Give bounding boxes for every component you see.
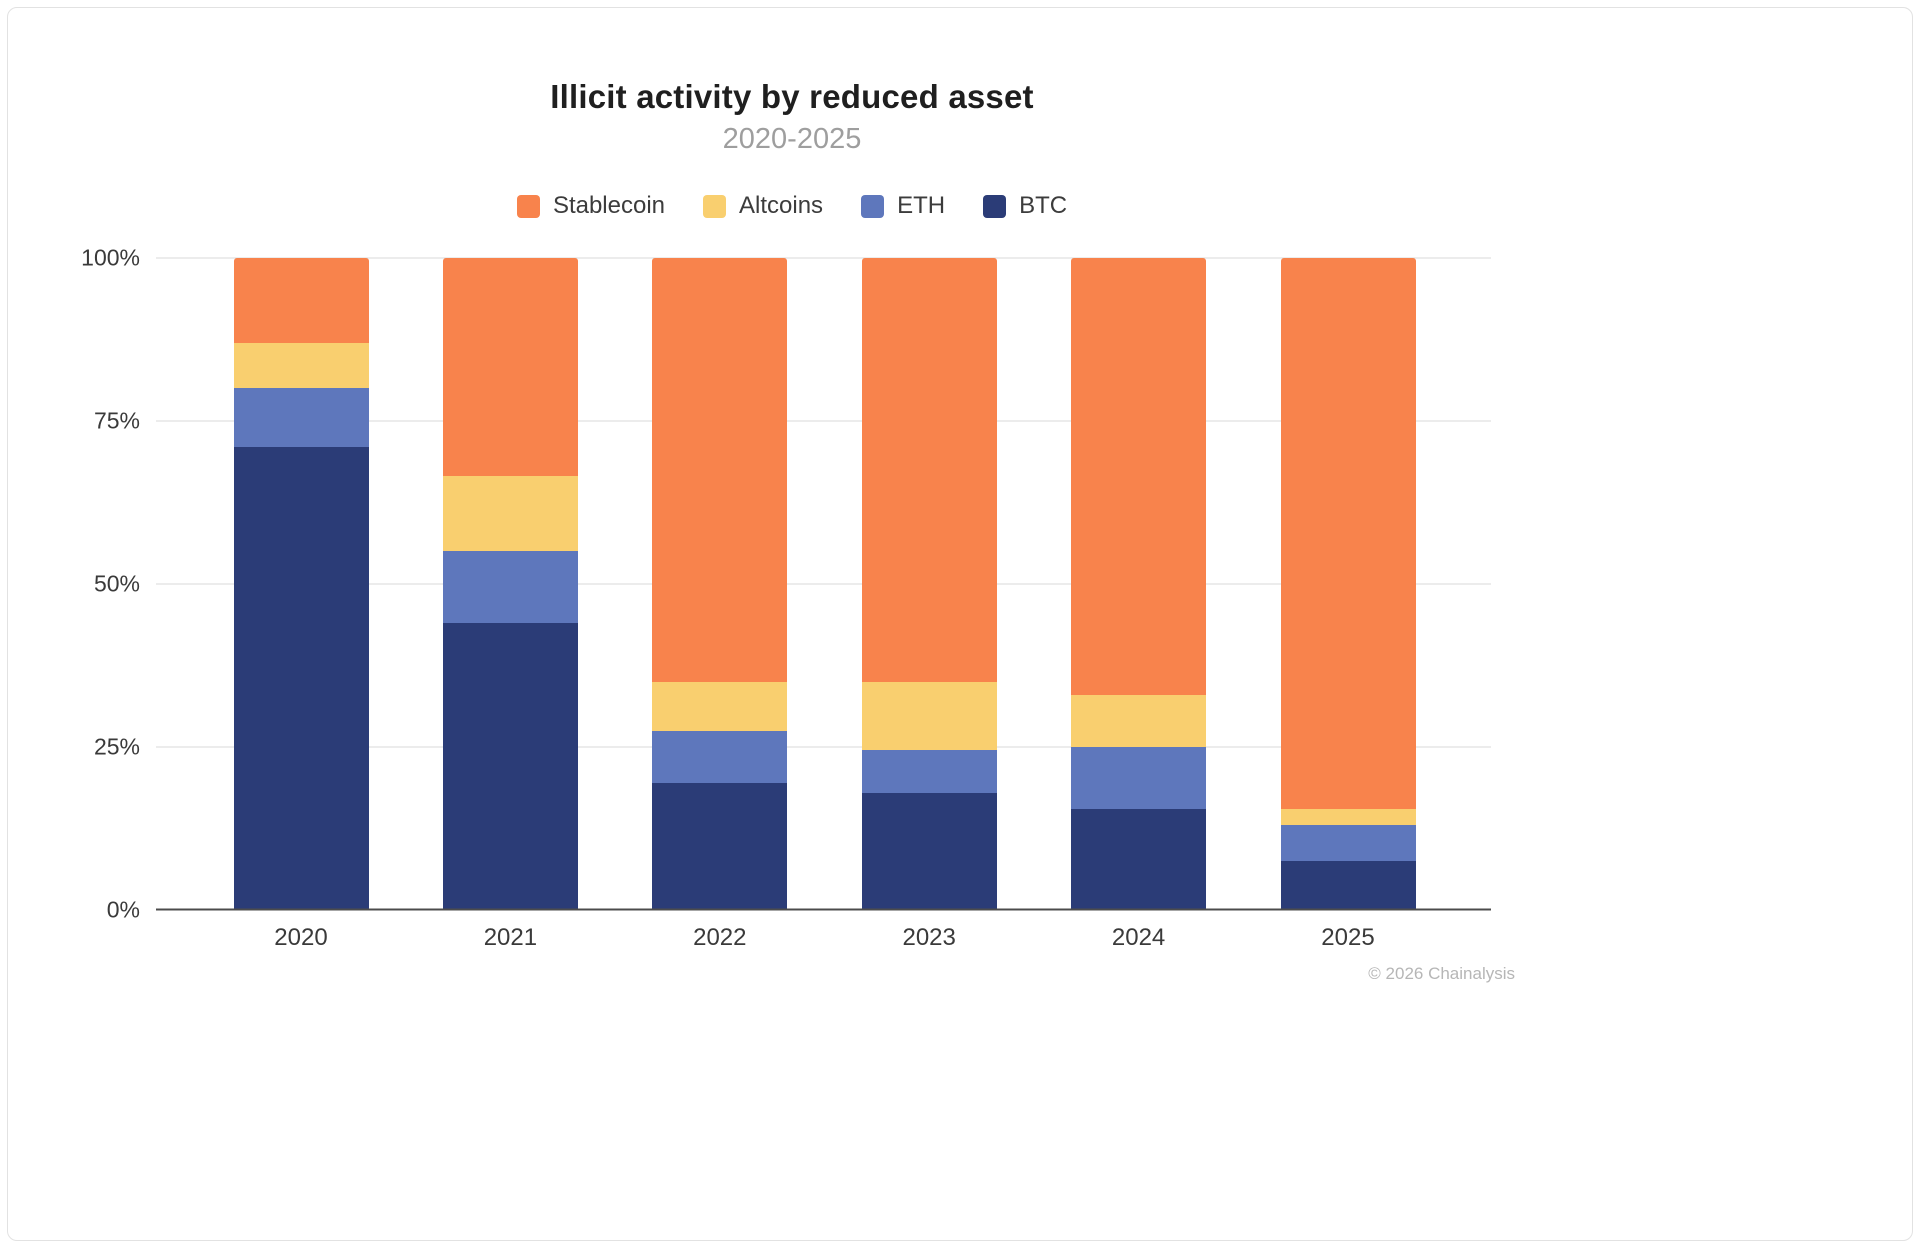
legend-item-eth[interactable]: ETH	[861, 192, 945, 220]
bar-segment-btc-2020[interactable]	[233, 447, 369, 910]
bar-segment-stablecoin-2022[interactable]	[652, 258, 788, 682]
legend-swatch-altcoins	[703, 194, 727, 218]
bar-segment-altcoins-2020[interactable]	[233, 342, 369, 389]
gridline-100	[156, 257, 1491, 259]
legend-swatch-btc	[983, 194, 1007, 218]
legend-swatch-eth	[861, 194, 885, 218]
bar-2024[interactable]	[1071, 258, 1207, 910]
bar-segment-stablecoin-2024[interactable]	[1071, 258, 1207, 695]
bar-segment-btc-2025[interactable]	[1280, 861, 1416, 910]
x-axis-line	[156, 908, 1491, 911]
y-tick-50: 50%	[93, 570, 140, 597]
chart-title: Illicit activity by reduced asset	[550, 78, 1034, 115]
bar-2021[interactable]	[442, 258, 578, 910]
legend-label-altcoins: Altcoins	[739, 192, 824, 219]
chart-subtitle: 2020-2025	[722, 123, 862, 155]
plot-area: 0% 25% 50% 75% 100% 2020 2021 2022 2023 2024 2025	[81, 246, 1491, 951]
bar-segment-altcoins-2025[interactable]	[1280, 808, 1416, 826]
bar-segment-stablecoin-2021[interactable]	[442, 258, 578, 477]
bar-segment-eth-2025[interactable]	[1280, 825, 1416, 862]
bar-segment-altcoins-2021[interactable]	[442, 476, 578, 552]
bar-segment-altcoins-2024[interactable]	[1071, 694, 1207, 748]
chart-card: Illicit activity by reduced asset 2020-2…	[7, 7, 1913, 1241]
bar-segment-eth-2024[interactable]	[1071, 747, 1207, 809]
bar-segment-stablecoin-2023[interactable]	[861, 258, 997, 682]
x-tick-2022: 2022	[693, 924, 747, 951]
y-tick-0: 0%	[106, 896, 140, 923]
x-tick-2023: 2023	[902, 924, 956, 951]
y-tick-25: 25%	[93, 733, 140, 760]
bar-2022[interactable]	[652, 258, 788, 910]
legend-label-eth: ETH	[897, 192, 946, 219]
gridline-75	[156, 420, 1491, 422]
bar-segment-stablecoin-2020[interactable]	[233, 258, 369, 343]
x-tick-2025: 2025	[1321, 924, 1375, 951]
bar-segment-btc-2023[interactable]	[861, 792, 997, 910]
legend-label-stablecoin: Stablecoin	[552, 192, 666, 219]
gridline-50	[156, 583, 1491, 585]
bar-segment-altcoins-2022[interactable]	[652, 681, 788, 731]
x-tick-2021: 2021	[483, 924, 538, 951]
bar-segment-btc-2024[interactable]	[1071, 808, 1207, 910]
legend-swatch-stablecoin	[516, 194, 540, 218]
y-tick-75: 75%	[93, 407, 140, 434]
x-tick-2020: 2020	[274, 924, 328, 951]
bar-segment-eth-2023[interactable]	[861, 750, 997, 793]
legend-label-btc: BTC	[1019, 192, 1068, 219]
gridline-25	[156, 746, 1491, 748]
bar-2023[interactable]	[861, 258, 997, 910]
bar-segment-eth-2022[interactable]	[652, 730, 788, 783]
legend-item-stablecoin[interactable]: Stablecoin	[516, 192, 666, 220]
bar-segment-eth-2021[interactable]	[442, 551, 578, 624]
bar-2025[interactable]	[1280, 258, 1416, 910]
bar-2020[interactable]	[233, 258, 369, 910]
bar-segment-altcoins-2023[interactable]	[861, 681, 997, 751]
bar-segment-btc-2021[interactable]	[442, 623, 578, 910]
copyright-text: © 2026 Chainalysis	[1368, 964, 1515, 983]
legend-item-altcoins[interactable]: Altcoins	[703, 192, 823, 220]
bar-segment-btc-2022[interactable]	[652, 782, 788, 910]
bar-segment-eth-2020[interactable]	[233, 388, 369, 448]
y-tick-100: 100%	[81, 244, 140, 271]
x-tick-2024: 2024	[1111, 924, 1166, 951]
bar-segment-stablecoin-2025[interactable]	[1280, 258, 1416, 809]
legend: Stablecoin Altcoins ETH BTC	[8, 192, 1576, 220]
legend-item-btc[interactable]: BTC	[983, 192, 1067, 220]
